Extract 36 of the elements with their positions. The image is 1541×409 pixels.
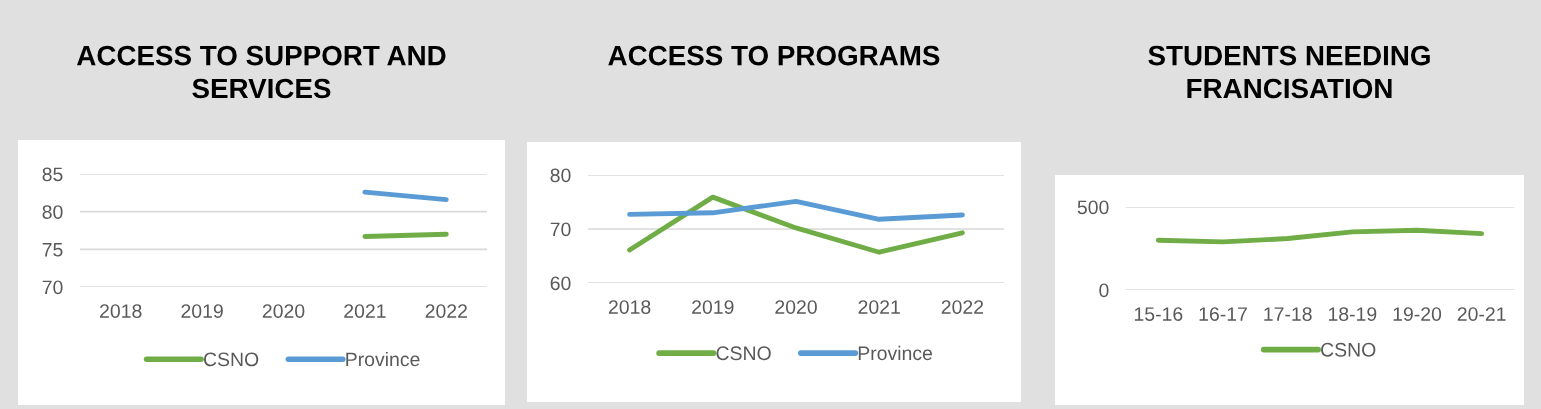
x-tick-label: 17-18 — [1264, 307, 1312, 321]
y-tick-label: 0 — [1099, 283, 1109, 298]
x-tick-label: 2021 — [344, 304, 386, 318]
y-tick-label: 60 — [550, 276, 571, 291]
legend-label: CSNO — [203, 352, 259, 367]
line-series — [627, 194, 965, 255]
legend-label: Province — [858, 345, 933, 361]
y-tick-label: 75 — [42, 243, 63, 257]
x-tick-label: 19-20 — [1393, 307, 1442, 321]
chart-title: ACCESS TO PROGRAMS — [608, 45, 940, 66]
x-tick-label: 2018 — [608, 300, 651, 314]
x-tick-label: 16-17 — [1199, 307, 1247, 321]
x-tick-label: 2018 — [100, 304, 142, 318]
y-tick-label: 80 — [42, 205, 63, 219]
x-tick-label: 2022 — [941, 300, 984, 314]
legend-label: CSNO — [1321, 342, 1376, 357]
x-tick-label: 20-21 — [1457, 307, 1506, 321]
chart-title: STUDENTS NEEDING FRANCISATION — [1148, 45, 1430, 99]
x-tick-label: 2020 — [775, 300, 817, 314]
x-tick-label: 2021 — [858, 300, 900, 314]
y-tick-label: 70 — [550, 222, 571, 237]
y-tick-label: 500 — [1077, 200, 1109, 215]
x-tick-label: 18-19 — [1328, 307, 1377, 321]
legend-label: CSNO — [716, 346, 771, 361]
line-series — [1155, 227, 1485, 245]
x-tick-label: 2019 — [181, 304, 223, 318]
chart-title: ACCESS TO SUPPORT AND SERVICES — [76, 45, 446, 99]
y-tick-label: 85 — [42, 167, 63, 182]
x-tick-label: 2022 — [425, 304, 467, 318]
y-tick-label: 70 — [42, 280, 63, 295]
x-tick-label: 15-16 — [1134, 307, 1183, 321]
legend-label: Province — [346, 351, 420, 367]
x-tick-label: 2020 — [262, 304, 305, 318]
x-tick-label: 2019 — [692, 300, 734, 314]
line-series — [627, 199, 965, 222]
y-tick-label: 80 — [550, 168, 571, 183]
